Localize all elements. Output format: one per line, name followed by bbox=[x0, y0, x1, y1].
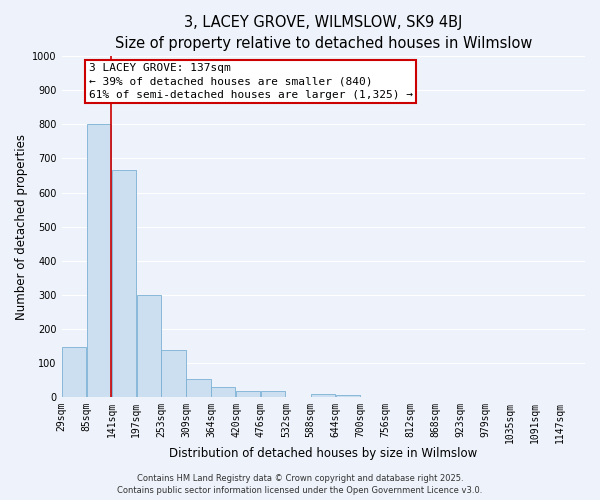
Bar bbox=[86, 124, 111, 397]
Bar bbox=[335, 395, 360, 397]
Bar bbox=[62, 348, 86, 397]
Text: Contains HM Land Registry data © Crown copyright and database right 2025.
Contai: Contains HM Land Registry data © Crown c… bbox=[118, 474, 482, 495]
Bar bbox=[236, 391, 260, 397]
Bar bbox=[211, 386, 235, 397]
Y-axis label: Number of detached properties: Number of detached properties bbox=[15, 134, 28, 320]
Bar bbox=[161, 350, 186, 397]
X-axis label: Distribution of detached houses by size in Wilmslow: Distribution of detached houses by size … bbox=[169, 447, 478, 460]
Bar bbox=[137, 294, 161, 397]
Bar bbox=[261, 391, 285, 397]
Bar bbox=[187, 379, 211, 397]
Bar bbox=[311, 394, 335, 397]
Title: 3, LACEY GROVE, WILMSLOW, SK9 4BJ
Size of property relative to detached houses i: 3, LACEY GROVE, WILMSLOW, SK9 4BJ Size o… bbox=[115, 15, 532, 51]
Text: 3 LACEY GROVE: 137sqm
← 39% of detached houses are smaller (840)
61% of semi-det: 3 LACEY GROVE: 137sqm ← 39% of detached … bbox=[89, 63, 413, 100]
Bar bbox=[112, 170, 136, 397]
